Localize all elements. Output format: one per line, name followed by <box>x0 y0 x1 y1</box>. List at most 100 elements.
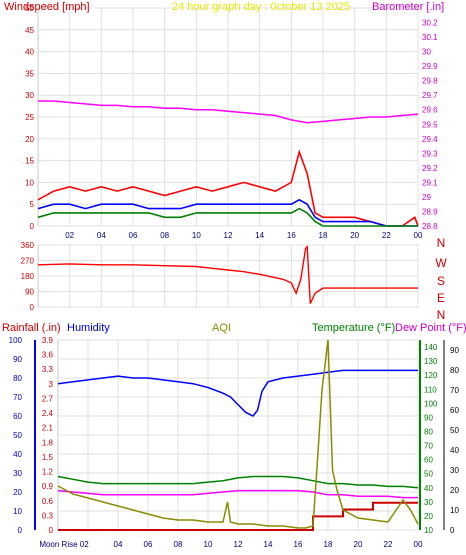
humidity-tick-label: 60 <box>13 412 22 421</box>
time-tick-label: 00 <box>414 231 423 240</box>
baro-tick-label: 30.1 <box>422 33 438 42</box>
rain-tick-label: 2.4 <box>42 409 54 418</box>
direction-tick-label: 360 <box>21 241 35 250</box>
compass-label: E <box>437 291 445 305</box>
temperature-tick-label: 100 <box>424 399 438 408</box>
wind-tick-label: 50 <box>25 4 34 13</box>
rainfall-axis-label: Rainfall (.in) <box>2 322 61 334</box>
direction-line <box>37 245 418 304</box>
time-tick-label: 18 <box>324 540 333 549</box>
wind-tick-label: 45 <box>25 26 34 35</box>
wind-tick-label: 25 <box>25 113 34 122</box>
wind-tick-label: 15 <box>25 157 34 166</box>
time-tick-label: 16 <box>294 540 303 549</box>
temperature-tick-label: 110 <box>424 385 437 394</box>
temperature-tick-label: 130 <box>424 357 438 366</box>
rain-tick-label: 1.2 <box>42 468 54 477</box>
baro-tick-label: 29.9 <box>422 62 438 71</box>
compass-label: S <box>437 274 445 288</box>
aqi-tick-label: 10 <box>450 506 459 515</box>
direction-tick-label: 0 <box>30 303 35 312</box>
temperature-tick-label: 90 <box>424 413 433 422</box>
temperature-tick-label: 140 <box>424 343 438 352</box>
temperature-tick-label: 50 <box>424 470 433 479</box>
temperature-tick-label: 40 <box>424 484 433 493</box>
humidity-tick-label: 30 <box>13 469 22 478</box>
baro-tick-label: 28.8 <box>422 222 438 231</box>
compass-label: N <box>437 308 446 322</box>
baro-tick-label: 29.2 <box>422 164 438 173</box>
speed-line <box>37 207 418 227</box>
rain-tick-label: 0 <box>49 526 54 535</box>
baro-tick-label: 29 <box>422 193 431 202</box>
rain-tick-label: 2.1 <box>42 424 54 433</box>
barometer-axis-label: Barometer [.in] <box>372 1 444 13</box>
chart-title: 24 hour graph day : 0ctober 13 2025 <box>172 1 350 13</box>
humidity-tick-label: 80 <box>13 374 22 383</box>
dewpoint-axis-label: Dew Point (°F) <box>395 322 466 334</box>
baro-tick-label: 29.5 <box>422 120 438 129</box>
time-tick-label: 16 <box>287 231 296 240</box>
temperature-tick-label: 80 <box>424 427 433 436</box>
time-tick-label: 20 <box>350 231 359 240</box>
direction-tick-label: 180 <box>21 272 35 281</box>
humidity-tick-label: 90 <box>13 355 22 364</box>
baro-tick-label: 29.7 <box>422 91 438 100</box>
rain-tick-label: 0.9 <box>42 482 54 491</box>
time-tick-label: 12 <box>224 231 233 240</box>
aqi-tick-label: 40 <box>450 446 459 455</box>
windspeed-axis-label: Windspeed [mph] <box>4 1 90 13</box>
wind-tick-label: 0 <box>30 222 35 231</box>
time-tick-label: 04 <box>97 231 106 240</box>
time-tick-label: 20 <box>354 540 363 549</box>
time-tick-label: Moon Rise 02 <box>39 540 89 549</box>
compass-label: N <box>437 236 446 250</box>
time-tick-label: 18 <box>319 231 328 240</box>
time-tick-label: 14 <box>255 231 264 240</box>
baro-tick-label: 29.3 <box>422 149 438 158</box>
climate-panel: 10090807060504030201003.93.63.332.72.42.… <box>2 322 466 549</box>
wind-baro-panel: 5045403530252015105030.230.13029.929.829… <box>4 1 444 240</box>
aqi-tick-label: 70 <box>450 386 459 395</box>
barometer-line <box>38 100 419 124</box>
humidity-tick-label: 100 <box>9 336 23 345</box>
rain-tick-label: 3.9 <box>42 336 54 345</box>
aqi-label: AQI <box>212 322 231 334</box>
temperature-axis-label: Temperature (°F) <box>312 322 395 334</box>
rain-tick-label: 1.8 <box>42 438 54 447</box>
temperature-tick-label: 60 <box>424 456 433 465</box>
baro-tick-label: 30.2 <box>422 19 438 28</box>
rain-tick-label: 2.7 <box>42 394 54 403</box>
temperature-tick-label: 10 <box>424 526 433 535</box>
time-tick-label: 14 <box>264 540 273 549</box>
wind-tick-label: 40 <box>25 48 34 57</box>
time-tick-label: 10 <box>204 540 213 549</box>
time-tick-label: 12 <box>234 540 243 549</box>
aqi-tick-label: 80 <box>450 366 459 375</box>
temperature-tick-label: 70 <box>424 442 433 451</box>
aqi-tick-label: 60 <box>450 406 459 415</box>
temperature-tick-label: 20 <box>424 512 433 521</box>
humidity-tick-label: 50 <box>13 431 22 440</box>
time-tick-label: 06 <box>129 231 138 240</box>
wind-tick-label: 35 <box>25 69 34 78</box>
time-tick-label: 02 <box>65 231 74 240</box>
rain-tick-label: 0.3 <box>42 511 54 520</box>
humidity-line <box>57 369 418 417</box>
baro-tick-label: 29.4 <box>422 135 438 144</box>
aqi-line <box>57 339 419 529</box>
time-tick-label: 06 <box>144 540 153 549</box>
direction-tick-label: 270 <box>21 257 35 266</box>
temperature-tick-label: 30 <box>424 498 433 507</box>
baro-tick-label: 29.8 <box>422 77 438 86</box>
compass-label: W <box>435 256 447 270</box>
time-tick-label: 04 <box>114 540 123 549</box>
time-tick-label: 08 <box>174 540 183 549</box>
humidity-tick-label: 0 <box>18 526 23 535</box>
rain-line <box>58 501 418 531</box>
average-line <box>37 198 418 227</box>
baro-tick-label: 28.9 <box>422 207 438 216</box>
direction-tick-label: 90 <box>25 288 34 297</box>
